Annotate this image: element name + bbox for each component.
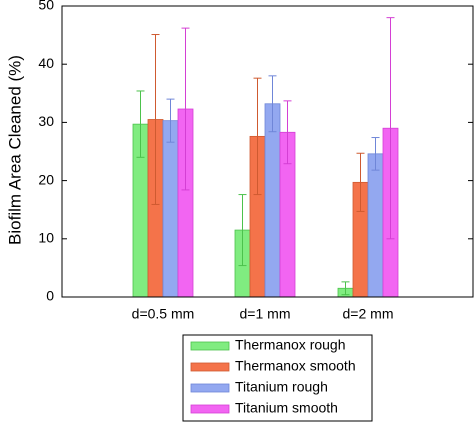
legend-swatch [190,383,230,393]
x-tick-label: d=2 mm [343,306,394,322]
error-bar [283,100,292,165]
bar [264,103,281,298]
bar [162,120,179,298]
legend-swatch [190,362,230,372]
error-bar [341,281,350,296]
error-bar [371,137,380,171]
legend-label: Titanium smooth [235,400,338,416]
error-bar [166,98,175,143]
x-tick-label: d=1 mm [240,306,291,322]
error-bar [136,90,145,158]
y-tick-label: 30 [38,113,54,129]
y-tick-label: 0 [46,288,54,304]
legend-label: Thermanox rough [235,337,346,353]
error-bar [356,152,365,212]
y-tick-label: 50 [38,0,54,13]
bar [367,153,384,298]
y-tick-label: 20 [38,171,54,187]
legend-label: Titanium rough [235,379,328,395]
error-bar [151,34,160,205]
y-axis-label: Biofilm Area Cleaned (%) [5,55,24,245]
error-bar [238,194,247,267]
plot-frame [61,5,474,298]
error-bar [386,17,395,240]
legend-label: Thermanox smooth [235,358,356,374]
x-tick-label: d=0.5 mm [132,306,195,322]
y-tick-label: 10 [38,230,54,246]
legend-swatch [190,404,230,414]
error-bar [253,77,262,196]
error-bar [268,75,277,133]
legend-swatch [190,341,230,351]
y-tick-label: 40 [38,55,54,71]
error-bar [181,27,190,191]
